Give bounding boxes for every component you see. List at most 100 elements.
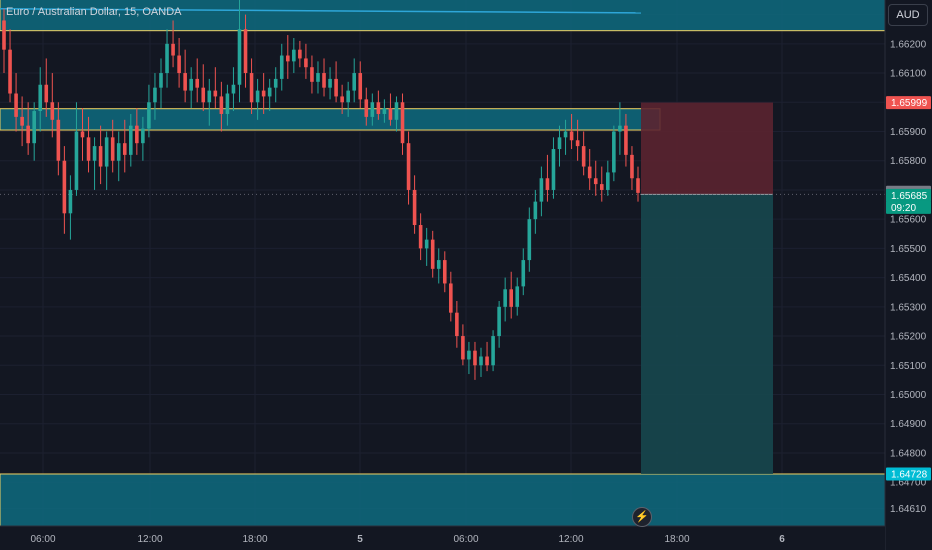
candle-body-24 xyxy=(147,102,151,129)
candle-body-35 xyxy=(213,90,218,97)
candle-body-31 xyxy=(189,78,193,91)
candle-body-1 xyxy=(8,49,12,94)
supply-demand-zone-1 xyxy=(0,108,661,131)
candle-body-47 xyxy=(285,55,290,62)
candle-body-95 xyxy=(575,140,580,147)
candle-body-13 xyxy=(80,131,85,138)
trendline xyxy=(0,8,642,14)
candle-body-53 xyxy=(322,73,326,88)
x-tick-label-4: 06:00 xyxy=(453,534,478,545)
candle-body-80 xyxy=(485,356,489,366)
x-tick-label-3: 5 xyxy=(357,534,363,545)
y-tick-label-14: 1.64900 xyxy=(890,419,927,430)
candle-body-43 xyxy=(261,90,266,97)
candle-body-69 xyxy=(418,225,423,249)
candle-body-99 xyxy=(599,184,604,190)
chart-title: Euro / Australian Dollar, 15, OANDA xyxy=(6,6,182,18)
lightning-bolt-icon[interactable]: ⚡ xyxy=(632,507,652,527)
candle-body-26 xyxy=(159,73,163,88)
candle-body-57 xyxy=(346,90,350,103)
candle-body-55 xyxy=(334,78,338,97)
candle-body-70 xyxy=(424,239,429,249)
candle-body-105 xyxy=(636,178,640,193)
candle-body-11 xyxy=(68,189,73,214)
candle-body-93 xyxy=(563,131,568,138)
y-tick-label-10: 1.65300 xyxy=(890,302,927,313)
candle-body-28 xyxy=(171,43,175,56)
y-tick-label-16: 1.64700 xyxy=(890,478,927,489)
candle-body-72 xyxy=(436,260,441,269)
candle-body-32 xyxy=(195,78,200,88)
candle-body-103 xyxy=(624,125,628,155)
x-tick-label-1: 12:00 xyxy=(137,534,162,545)
candle-body-98 xyxy=(593,178,598,185)
candle-body-12 xyxy=(74,131,79,190)
candle-body-10 xyxy=(62,160,67,214)
candle-body-49 xyxy=(298,49,302,59)
candle-body-34 xyxy=(207,90,212,103)
x-tick-label-0: 06:00 xyxy=(30,534,55,545)
price-axis xyxy=(885,0,932,550)
candle-body-5 xyxy=(32,111,36,144)
candle-body-7 xyxy=(44,84,49,103)
candle-body-77 xyxy=(467,350,471,360)
candle-body-33 xyxy=(201,87,206,103)
currency-button[interactable]: AUD xyxy=(888,4,928,26)
candle-body-42 xyxy=(255,90,260,103)
candle-body-29 xyxy=(177,55,181,74)
candle-body-101 xyxy=(612,131,616,173)
y-tick-label-15: 1.64800 xyxy=(890,448,927,459)
candle-body-85 xyxy=(515,286,520,307)
time-axis xyxy=(0,526,885,550)
candle-body-39 xyxy=(237,29,242,85)
candle-body-90 xyxy=(545,178,550,190)
candle-body-8 xyxy=(50,102,55,120)
candle-body-18 xyxy=(110,137,115,161)
candle-body-68 xyxy=(412,189,417,226)
price-tag-bg-4 xyxy=(886,467,931,481)
candle-body-25 xyxy=(153,87,157,103)
candle-body-89 xyxy=(539,178,544,202)
y-tick-label-4: 1.65900 xyxy=(890,127,927,138)
candle-body-16 xyxy=(98,146,103,167)
take-profit-area xyxy=(641,194,773,474)
candle-body-56 xyxy=(340,96,344,103)
candle-body-44 xyxy=(267,87,272,97)
candle-body-9 xyxy=(56,119,61,161)
candle-body-59 xyxy=(358,73,363,100)
candle-body-22 xyxy=(135,125,139,144)
candle-body-23 xyxy=(141,128,145,144)
candle-body-102 xyxy=(618,125,622,132)
stop-loss-area xyxy=(641,102,773,195)
candle-body-64 xyxy=(388,108,393,120)
x-tick-label-7: 6 xyxy=(779,534,785,545)
candle-body-17 xyxy=(104,137,109,167)
y-tick-label-1: 1.66200 xyxy=(890,39,927,50)
x-tick-label-5: 12:00 xyxy=(558,534,583,545)
candle-body-81 xyxy=(491,336,495,366)
y-tick-label-7: 1.65600 xyxy=(890,215,927,226)
y-tick-label-13: 1.65000 xyxy=(890,390,927,401)
candle-body-52 xyxy=(316,73,320,82)
candle-body-6 xyxy=(38,84,43,112)
candle-body-100 xyxy=(606,172,610,190)
candle-body-62 xyxy=(376,102,381,114)
candle-body-78 xyxy=(473,350,477,366)
y-tick-label-5: 1.65800 xyxy=(890,156,927,167)
candle-body-67 xyxy=(406,143,411,190)
candle-body-21 xyxy=(129,125,133,155)
candle-body-45 xyxy=(273,78,278,88)
candle-body-61 xyxy=(370,102,375,117)
candle-body-46 xyxy=(279,55,284,79)
x-tick-label-6: 18:00 xyxy=(664,534,689,545)
candle-body-38 xyxy=(231,84,236,94)
y-tick-label-12: 1.65100 xyxy=(890,361,927,372)
y-tick-label-17: 1.64610 xyxy=(890,504,927,515)
candle-body-14 xyxy=(86,137,91,161)
candle-body-40 xyxy=(243,29,248,74)
supply-demand-zone-2 xyxy=(0,473,886,527)
price-tag-0: 1.65999 xyxy=(891,98,928,109)
candle-body-96 xyxy=(581,146,586,167)
price-tag-3: 09:20 xyxy=(891,203,916,214)
